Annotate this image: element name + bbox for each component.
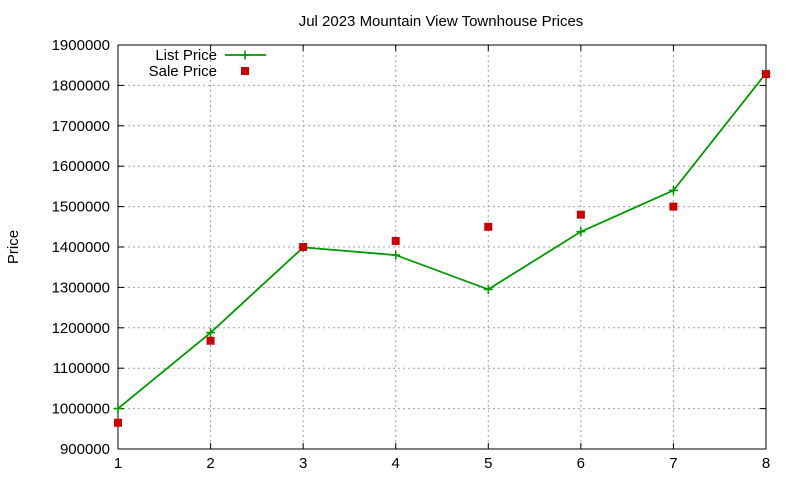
axes: 1 2 3 4 5 6 7 8 900000 1000000 1100000 1200000 13000… [52,37,771,472]
data-point [299,243,308,251]
y-tick-label: 1800000 [52,77,110,94]
data-point [576,210,585,219]
series-line [117,72,767,410]
x-tick-label: 4 [392,455,400,472]
y-tick-label: 1900000 [52,37,110,54]
y-tick-label: 1600000 [52,158,110,175]
y-tick-label: 1000000 [52,401,110,418]
x-tick-label: 6 [577,455,585,472]
legend-marker [241,67,249,75]
data-point [576,227,586,237]
legend-item: List Price [155,47,266,64]
data-point [483,284,493,294]
legend-item: Sale Price [149,63,249,80]
data-point [391,250,401,260]
x-tick-label: 3 [299,455,307,472]
legend-label: Sale Price [149,63,217,80]
y-tick-label: 1300000 [52,279,110,296]
y-tick-label: 1400000 [52,239,110,256]
x-tick-label: 7 [669,455,677,472]
series-sale-price [114,70,770,427]
data-point [484,222,493,231]
series-marks [113,68,771,427]
data-point [669,202,678,211]
y-tick-label: 1700000 [52,118,110,135]
legend-label: List Price [155,47,217,64]
grid-lines [118,45,766,449]
x-tick-label: 8 [762,455,770,472]
data-point [206,328,216,338]
y-axis-label: Price [5,230,22,264]
x-tick-label: 5 [484,455,492,472]
chart-title: Jul 2023 Mountain View Townhouse Prices [299,13,584,30]
data-point [114,418,122,427]
x-tick-label: 2 [206,455,214,472]
y-tick-label: 1500000 [52,199,110,216]
data-point [762,70,770,79]
y-tick-label: 1100000 [53,360,110,377]
series-list-price [113,68,771,414]
data-point [206,336,215,345]
y-tick-label: 900000 [60,441,110,458]
x-tick-label: 1 [114,455,122,472]
data-point [391,236,400,245]
legend-marker [240,50,250,60]
data-point [113,404,123,414]
data-point [668,185,678,195]
y-tick-label: 1200000 [52,320,110,337]
